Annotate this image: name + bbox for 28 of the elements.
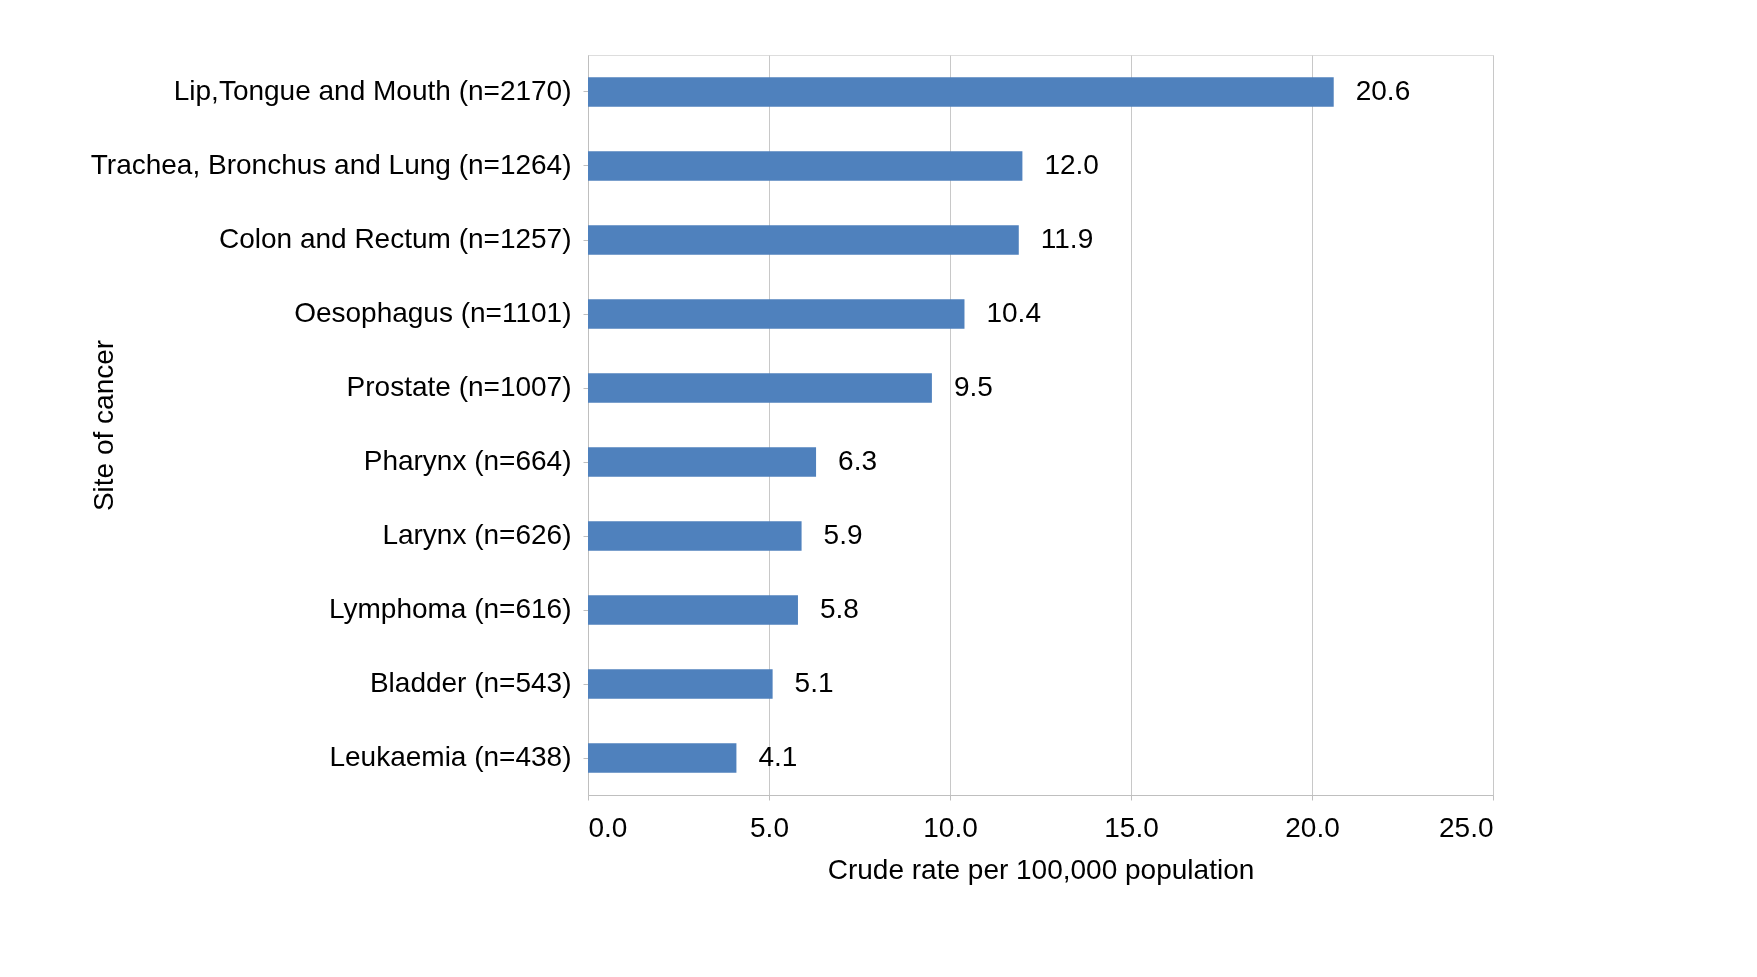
y-tick-label: Trachea, Bronchus and Lung (n=1264) bbox=[90, 149, 572, 180]
y-tick-label: Larynx (n=626) bbox=[382, 519, 572, 550]
data-label: 9.5 bbox=[953, 371, 993, 402]
data-label: 6.3 bbox=[838, 445, 877, 476]
y-tick-label: Lip,Tongue and Mouth (n=2170) bbox=[173, 75, 572, 106]
x-tick-label: 20.0 bbox=[1285, 811, 1340, 843]
data-label: 5.9 bbox=[823, 519, 863, 550]
x-tick-label: 10.0 bbox=[923, 811, 978, 843]
y-tick-label: Lymphoma (n=616) bbox=[328, 593, 572, 624]
y-tick-label: Prostate (n=1007) bbox=[346, 371, 572, 402]
data-label: 5.8 bbox=[819, 593, 859, 624]
x-tick-label: 25.0 bbox=[1439, 811, 1494, 843]
x-tick-label: 5.0 bbox=[750, 811, 789, 843]
y-tick-label: Bladder (n=543) bbox=[369, 667, 572, 698]
data-label: 10.4 bbox=[986, 297, 1041, 328]
data-label: 11.9 bbox=[1040, 223, 1094, 254]
data-label: 5.1 bbox=[794, 667, 834, 698]
y-tick-label: Colon and Rectum (n=1257) bbox=[218, 223, 572, 254]
y-tick-label: Oesophagus (n=1101) bbox=[294, 297, 572, 328]
y-tick-label: Leukaemia (n=438) bbox=[329, 741, 572, 772]
data-label: 12.0 bbox=[1044, 149, 1099, 180]
y-axis-title: Site of cancer bbox=[87, 339, 119, 512]
data-label: 4.1 bbox=[758, 741, 798, 772]
x-tick-label: 0.0 bbox=[588, 811, 628, 843]
data-label: 20.6 bbox=[1355, 75, 1411, 106]
x-axis-title: Crude rate per 100,000 population bbox=[827, 853, 1255, 885]
y-tick-label: Pharynx (n=664) bbox=[363, 445, 572, 476]
x-tick-label: 15.0 bbox=[1104, 811, 1159, 843]
